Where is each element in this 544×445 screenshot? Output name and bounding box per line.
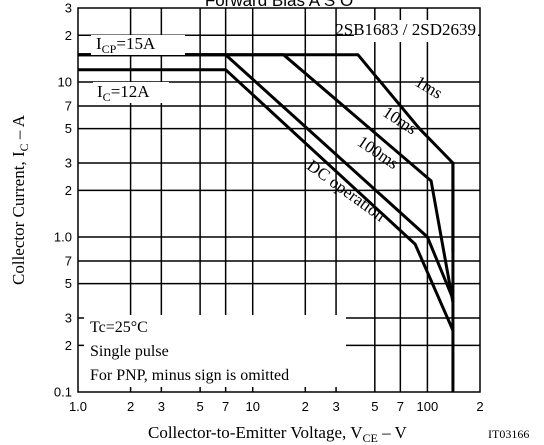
x-tick-label: 3 — [332, 399, 339, 414]
conditions-bg — [84, 315, 346, 387]
chart-title: Forward Bias A S O — [205, 0, 353, 10]
ic-label: IC=12A — [97, 82, 150, 104]
condition-temperature: Tc=25°C — [90, 319, 148, 336]
x-tick-label: 7 — [222, 399, 229, 414]
x-tick-label: 2 — [127, 399, 134, 414]
y-axis-label: Collector Current, IC – A — [9, 114, 31, 285]
curve-label-100ms: 100ms — [354, 132, 402, 173]
x-tick-label: 5 — [196, 399, 203, 414]
curve-label-1ms: 1ms — [412, 72, 446, 103]
figure-code: IT03166 — [488, 427, 529, 441]
y-tick-label: 2 — [65, 338, 72, 353]
plot-frame — [77, 7, 481, 393]
condition-pnp: For PNP, minus sign is omitted — [90, 367, 289, 384]
x-axis-label: Collector-to-Emitter Voltage, VCE – V — [148, 423, 408, 445]
part-number-bg — [354, 20, 478, 42]
y-tick-label: 3 — [65, 156, 72, 171]
x-tick-label: 3 — [158, 399, 165, 414]
y-tick-label: 2 — [65, 183, 72, 198]
y-tick-label: 10 — [58, 74, 72, 89]
x-tick-label: 5 — [371, 399, 378, 414]
y-tick-label: 0.1 — [54, 385, 72, 400]
y-tick-label: 5 — [65, 276, 72, 291]
y-tick-label: 1.0 — [54, 229, 72, 244]
y-tick-label: 3 — [65, 311, 72, 326]
y-tick-label: 5 — [65, 121, 72, 136]
condition-pulse: Single pulse — [90, 343, 169, 360]
x-tick-label: 10 — [245, 399, 259, 414]
y-tick-label: 7 — [65, 98, 72, 113]
ic-label-bg — [93, 82, 169, 103]
series-line-dc-operation — [78, 68, 455, 331]
icp-label-bg — [91, 35, 185, 55]
y-tick-label: 2 — [65, 28, 72, 43]
y-tick-label: 3 — [65, 1, 72, 16]
x-tick-label: 2 — [302, 399, 309, 414]
x-tick-label: 1.0 — [69, 399, 87, 414]
x-tick-label: 2 — [476, 399, 483, 414]
x-tick-label: 7 — [397, 399, 404, 414]
x-tick-label: 100 — [417, 399, 439, 414]
ticks: 1.0 2 3 5 7 10 2 3 5 7 100 2 0.1 2 3 5 7 1.0 2 3 5 7 10 2 3 — [54, 1, 484, 415]
part-number: 2SB1683 / 2SD2639 — [335, 20, 476, 39]
y-tick-label: 7 — [65, 253, 72, 268]
